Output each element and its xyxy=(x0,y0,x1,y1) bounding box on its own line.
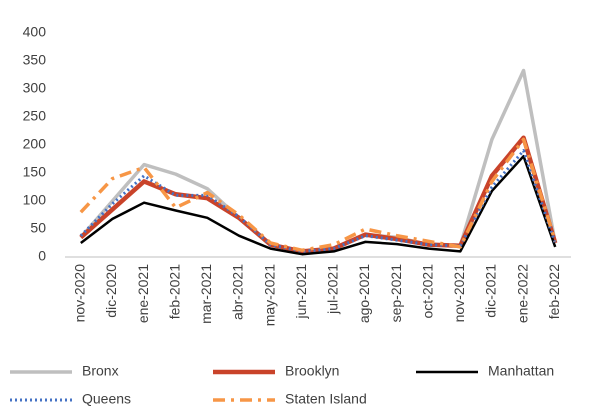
series-line xyxy=(80,154,557,256)
y-tick-label: 300 xyxy=(23,80,47,96)
x-tick-label: jul-2021 xyxy=(325,264,341,315)
y-tick-label: 100 xyxy=(23,192,47,208)
x-tick-label: sep-2021 xyxy=(388,264,404,323)
x-tick-label: ene-2022 xyxy=(514,264,530,323)
x-tick-label: jun-2021 xyxy=(293,264,309,320)
y-tick-label: 250 xyxy=(23,108,47,124)
x-tick-label: ago-2021 xyxy=(356,264,372,323)
legend-label: Brooklyn xyxy=(285,363,339,379)
x-tick-label: may-2021 xyxy=(261,264,277,326)
y-tick-label: 350 xyxy=(23,52,47,68)
x-tick-label: nov-2020 xyxy=(72,264,88,323)
y-tick-label: 0 xyxy=(38,248,46,264)
x-tick-label: feb-2022 xyxy=(546,264,562,319)
y-tick-label: 400 xyxy=(23,24,47,40)
legend-label: Queens xyxy=(82,391,131,407)
legend-label: Bronx xyxy=(82,363,119,379)
series-line xyxy=(79,68,557,254)
series-line xyxy=(79,137,557,253)
x-tick-label: mar-2021 xyxy=(198,264,214,324)
x-tick-label: oct-2021 xyxy=(419,264,435,319)
legend-label: Manhattan xyxy=(488,363,554,379)
y-tick-label: 50 xyxy=(30,220,46,236)
x-tick-label: abr-2021 xyxy=(230,264,246,320)
y-tick-label: 200 xyxy=(23,136,47,152)
legend-label: Staten Island xyxy=(285,391,367,407)
y-tick-label: 150 xyxy=(23,164,47,180)
x-tick-label: dic-2021 xyxy=(483,264,499,318)
x-tick-label: ene-2021 xyxy=(135,264,151,323)
series-line xyxy=(79,135,558,254)
x-tick-label: feb-2021 xyxy=(166,264,182,319)
series-line xyxy=(79,149,557,253)
x-tick-label: dic-2020 xyxy=(103,264,119,318)
x-tick-label: nov-2021 xyxy=(451,264,467,323)
